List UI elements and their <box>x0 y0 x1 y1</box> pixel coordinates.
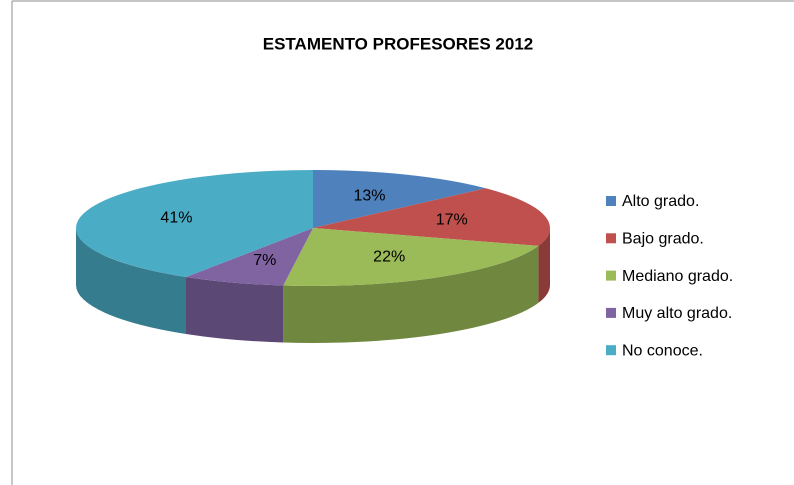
data-label: 7% <box>253 252 276 269</box>
legend-label: Alto grado. <box>622 193 699 210</box>
pie-slice <box>76 170 314 277</box>
data-label: 41% <box>160 210 192 227</box>
chart-title: ESTAMENTO PROFESORES 2012 <box>263 34 534 53</box>
legend-swatch <box>606 270 616 281</box>
data-label: 22% <box>373 249 405 266</box>
legend-swatch <box>606 307 616 318</box>
legend-label: Bajo grado. <box>622 231 704 248</box>
legend-swatch <box>606 233 616 244</box>
pie-slice <box>186 228 313 286</box>
legend-label: Muy alto grado. <box>622 305 732 322</box>
legend-label: No conoce. <box>622 342 703 359</box>
pie-side <box>538 228 550 303</box>
pie-slice <box>283 228 539 287</box>
legend-swatch <box>606 345 616 356</box>
pie-side <box>76 228 187 334</box>
pie-slice <box>313 188 550 246</box>
legend-label: Mediano grado. <box>622 268 733 285</box>
data-label: 13% <box>353 187 385 204</box>
pie-side <box>283 245 539 343</box>
pie-slice <box>313 170 486 228</box>
pie-side <box>186 276 284 343</box>
legend-swatch <box>606 196 616 206</box>
data-label: 17% <box>436 212 468 229</box>
